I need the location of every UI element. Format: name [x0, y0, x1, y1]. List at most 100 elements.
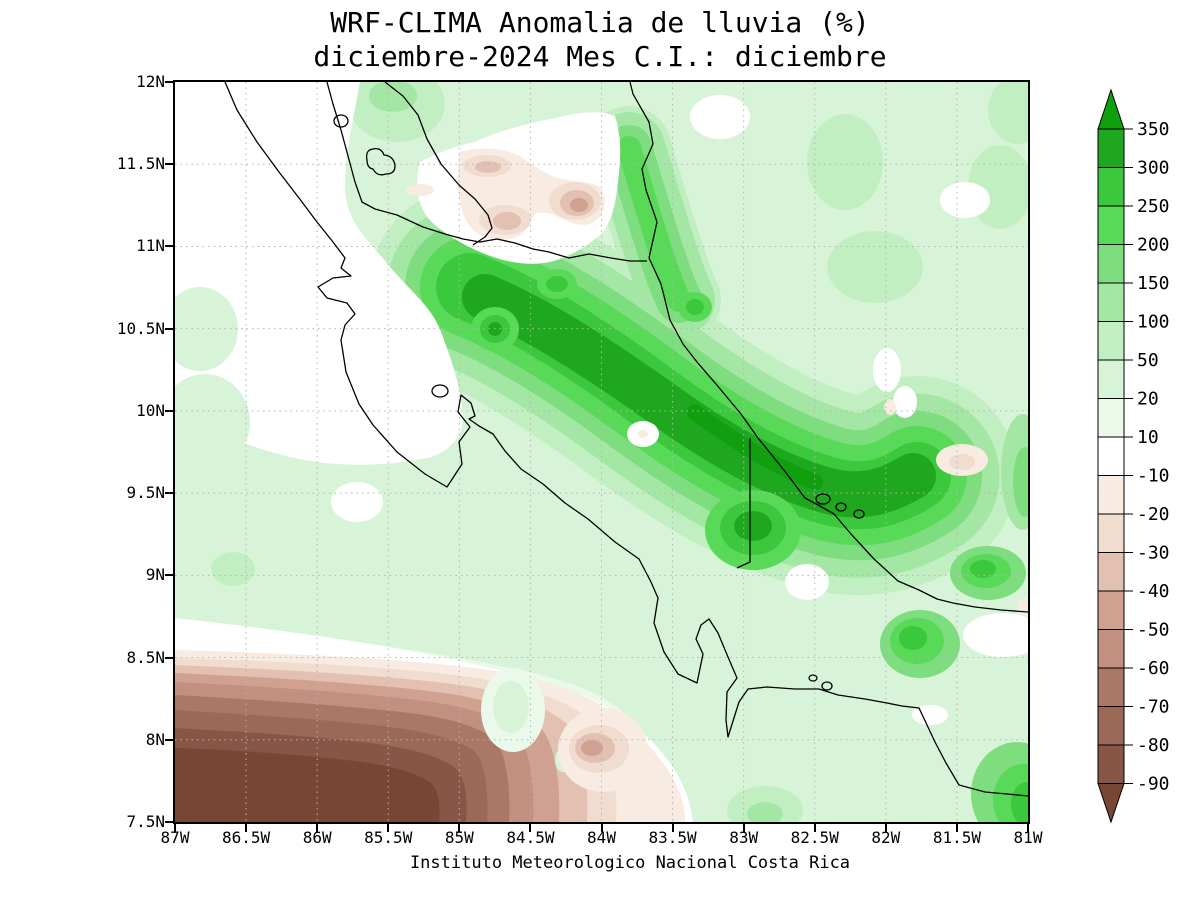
ometepe-island: [365, 147, 396, 176]
coastline-pacific: [224, 82, 1028, 797]
contour-fills: [175, 82, 1028, 822]
map-frame: [173, 80, 1030, 824]
colorbar-tick-label: 200: [1137, 235, 1170, 256]
colorbar-tick-label: -10: [1137, 466, 1170, 487]
colorbar-segment: [1097, 398, 1125, 438]
paridas-island: [821, 681, 833, 691]
chira-island: [431, 384, 449, 398]
lat-tick-label: 12N: [136, 72, 165, 91]
lat-tick-mark: [165, 81, 173, 83]
lat-tick-mark: [165, 245, 173, 248]
lon-tick-mark: [245, 824, 248, 832]
lon-tick-mark: [955, 824, 958, 832]
lake-nicaragua-west-shore: [326, 82, 647, 262]
bocas-island: [835, 502, 847, 512]
colorbar-segment: [1097, 475, 1125, 515]
colorbar-segment: [1097, 590, 1125, 630]
colorbar-tick-label: 150: [1137, 273, 1170, 294]
lon-tick-label: 84.5W: [506, 828, 555, 847]
lon-tick-label: 82.5W: [790, 828, 839, 847]
colorbar-tick-label: 350: [1137, 119, 1170, 140]
lon-tick-label: 83W: [729, 828, 759, 847]
colorbar-segment: [1097, 706, 1125, 746]
lon-tick-label: 82W: [871, 828, 901, 847]
lat-tick-mark: [165, 656, 173, 659]
lon-tick-label: 86W: [302, 828, 332, 847]
map-canvas: [175, 82, 1028, 822]
bocas-island: [853, 509, 865, 519]
colorbar-segment: [1097, 629, 1125, 669]
border-cr-panama: [736, 438, 751, 569]
lat-tick-label: 9N: [145, 565, 165, 585]
title-line-1: WRF-CLIMA Anomalia de lluvia (%): [330, 6, 870, 39]
lon-tick-label: 83.5W: [648, 828, 697, 847]
colorbar-segment: [1097, 744, 1125, 784]
lon-tick-mark: [671, 824, 674, 832]
colorbar-segment: [1097, 667, 1125, 707]
colorbar-segment: [1097, 128, 1125, 168]
colorbar-tick-label: -90: [1137, 774, 1170, 795]
lon-tick-mark: [458, 824, 461, 832]
lon-tick-label: 87W: [160, 828, 190, 847]
title-line-2: diciembre-2024 Mes C.I.: diciembre: [313, 40, 887, 73]
lon-tick-mark: [316, 824, 319, 832]
lon-tick-mark: [600, 824, 603, 832]
colorbar-tick-label: 50: [1137, 350, 1159, 371]
colorbar-segment: [1097, 205, 1125, 245]
colorbar-tick-label: -50: [1137, 620, 1170, 641]
figure-title: WRF-CLIMA Anomalia de lluvia (%) diciemb…: [0, 6, 1200, 74]
lat-tick-mark: [165, 327, 173, 330]
lon-tick-label: 81.5W: [932, 828, 981, 847]
colorbar-segment: [1097, 552, 1125, 592]
colorbar: 350 300 250 200 150 100 50 20 10 -10 -20 -30 -40 -50 -…: [1097, 88, 1170, 824]
colorbar-tick-label: 20: [1137, 389, 1159, 410]
colorbar-segment: [1097, 436, 1125, 476]
lon-tick-mark: [1027, 824, 1029, 832]
colorbar-segment: [1097, 244, 1125, 284]
colorbar-tick-label: 10: [1137, 427, 1159, 448]
colorbar-tick-label: -60: [1137, 658, 1170, 679]
colorbar-tick-label: -40: [1137, 581, 1170, 602]
lon-tick-mark: [387, 824, 390, 832]
colorbar-arrow-top: [1097, 88, 1125, 130]
coastlines: [224, 82, 1028, 797]
lat-tick-label: 11.5N: [116, 154, 165, 174]
figure-caption: Instituto Meteorologico Nacional Costa R…: [409, 853, 851, 873]
bocas-island: [815, 493, 831, 505]
lat-tick-label: 8.5N: [126, 647, 165, 667]
lon-tick-mark: [884, 824, 887, 832]
lon-tick-label: 84W: [587, 828, 616, 847]
zapatera-island: [333, 114, 349, 128]
lon-tick-mark: [529, 824, 532, 832]
lat-tick-label: 10N: [136, 400, 165, 420]
lon-tick-mark: [174, 824, 176, 832]
lon-tick-label: 81W: [1013, 828, 1043, 847]
colorbar-tick-label: -20: [1137, 504, 1170, 525]
lat-tick-mark: [165, 738, 173, 741]
lat-tick-mark: [165, 409, 173, 412]
lake-nicaragua-east-shore: [384, 82, 493, 246]
colorbar-tick-label: 250: [1137, 196, 1170, 217]
colorbar-tick-label: -30: [1137, 543, 1170, 564]
colorbar-arrow-bottom: [1097, 783, 1125, 824]
colorbar-tick-label: -70: [1137, 697, 1170, 718]
white-zone-nw: [175, 82, 464, 465]
lat-tick-mark: [165, 821, 173, 823]
lon-tick-label: 85.5W: [364, 828, 413, 847]
gridlines: [175, 82, 1028, 822]
lat-tick-mark: [165, 574, 173, 577]
lat-tick-label: 10.5N: [116, 318, 165, 338]
lon-tick-mark: [742, 824, 745, 832]
paridas-island: [808, 674, 818, 682]
lat-tick-mark: [165, 163, 173, 166]
lon-tick-mark: [813, 824, 816, 832]
coastline-caribbean: [629, 82, 1028, 613]
colorbar-segment: [1097, 282, 1125, 322]
lat-tick-label: 11N: [136, 236, 165, 256]
lat-tick-label: 7.5N: [126, 812, 165, 831]
lat-tick-label: 8N: [145, 729, 165, 749]
colorbar-segment: [1097, 513, 1125, 553]
colorbar-segment: [1097, 167, 1125, 207]
lon-tick-label: 86.5W: [221, 828, 271, 847]
